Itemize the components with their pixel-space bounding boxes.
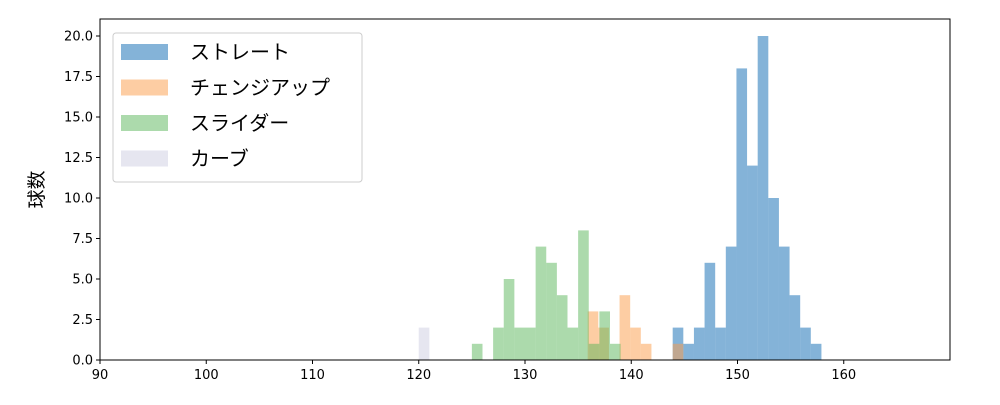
histogram-bar xyxy=(610,343,621,360)
histogram-bar xyxy=(578,230,589,360)
legend-swatch xyxy=(121,150,168,167)
y-tick-label: 17.5 xyxy=(64,70,93,85)
y-axis-label: 球数 xyxy=(26,170,48,208)
legend-swatch xyxy=(121,44,168,60)
x-tick-label: 120 xyxy=(406,368,431,383)
y-tick-label: 7.5 xyxy=(72,232,93,247)
legend-swatch xyxy=(121,115,168,131)
histogram-bar xyxy=(789,295,801,360)
x-tick-label: 90 xyxy=(92,368,109,383)
histogram-bar xyxy=(588,343,600,360)
histogram-bar xyxy=(757,36,769,361)
y-tick-label: 0.0 xyxy=(72,354,93,369)
histogram-bar xyxy=(736,68,748,360)
histogram-bar xyxy=(768,198,779,360)
histogram-bar xyxy=(800,327,811,360)
y-tick-label: 2.5 xyxy=(72,313,93,328)
legend-label: チェンジアップ xyxy=(190,76,330,100)
x-tick-label: 150 xyxy=(725,368,750,383)
legend-label: ストレート xyxy=(190,40,290,64)
histogram-bar xyxy=(556,295,568,360)
y-tick-label: 10.0 xyxy=(64,192,93,207)
x-tick-label: 100 xyxy=(194,368,219,383)
histogram-bar xyxy=(747,165,758,360)
histogram-bar xyxy=(619,295,631,360)
legend-label: スライダー xyxy=(190,111,289,135)
x-tick-label: 160 xyxy=(831,368,856,383)
x-tick-label: 110 xyxy=(300,368,325,383)
histogram-bar xyxy=(514,327,525,360)
histogram-bar xyxy=(471,343,483,360)
histogram-bar xyxy=(503,279,515,360)
y-tick-label: 5.0 xyxy=(72,273,93,288)
histogram-bar xyxy=(535,246,547,360)
histogram-bar xyxy=(546,262,557,360)
histogram-bar xyxy=(672,343,684,360)
histogram-bar xyxy=(525,327,536,360)
histogram-bar xyxy=(704,262,716,360)
histogram-bar xyxy=(715,327,726,360)
y-tick-label: 12.5 xyxy=(64,151,93,166)
histogram-bar xyxy=(567,327,579,360)
y-tick-label: 15.0 xyxy=(64,111,93,126)
legend-label: カーブ xyxy=(190,147,249,171)
legend-swatch xyxy=(121,79,168,96)
y-tick-label: 20.0 xyxy=(64,30,93,45)
histogram-bar xyxy=(725,246,737,360)
histogram-bar xyxy=(683,343,694,360)
x-tick-label: 140 xyxy=(619,368,644,383)
legend-box xyxy=(112,32,363,183)
histogram-bar xyxy=(693,327,705,360)
histogram-bar xyxy=(418,327,430,360)
histogram-bar xyxy=(630,327,641,360)
histogram-bar xyxy=(599,311,610,360)
histogram-bar xyxy=(778,246,790,360)
histogram-bar xyxy=(810,343,822,360)
histogram-bar xyxy=(587,311,599,360)
x-tick-label: 130 xyxy=(513,368,538,383)
histogram-bar xyxy=(493,327,504,360)
histogram-bar xyxy=(640,343,652,360)
